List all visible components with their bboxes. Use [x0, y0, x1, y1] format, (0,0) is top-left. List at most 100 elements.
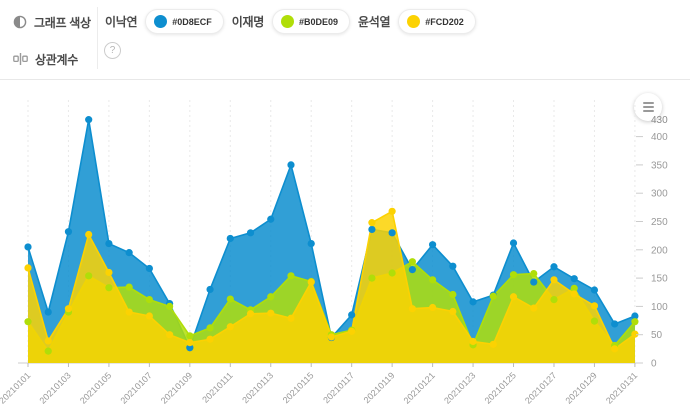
data-point — [44, 308, 52, 316]
data-point — [429, 276, 437, 284]
series-color-legend: 이낙연 #0D8ECF 이재명 #B0DE09 윤석열 #FCD202 — [105, 9, 476, 34]
data-point — [348, 326, 356, 334]
data-point — [105, 284, 113, 292]
x-tick-label: 20210121 — [402, 370, 437, 405]
data-point — [550, 296, 558, 304]
x-tick-label: 20210109 — [159, 370, 194, 405]
y-tick-label: 50 — [651, 330, 663, 341]
data-point — [206, 324, 214, 332]
contrast-icon — [13, 15, 27, 29]
data-point — [125, 249, 133, 257]
color-pill[interactable]: #FCD202 — [398, 9, 476, 34]
data-point — [611, 320, 619, 328]
color-pill[interactable]: #0D8ECF — [145, 9, 224, 34]
data-point — [267, 293, 275, 301]
x-tick-label: 20210127 — [523, 370, 558, 405]
x-tick-label: 20210129 — [563, 370, 598, 405]
data-point — [226, 234, 234, 243]
data-point — [348, 311, 356, 319]
data-point — [611, 345, 619, 353]
data-point — [570, 275, 578, 283]
correlation-label: 상관계수 — [35, 52, 78, 67]
correlation-area-chart: 20210101 20210103 20210105 20210107 20210109… — [0, 100, 668, 406]
data-point — [186, 344, 194, 352]
data-point — [449, 262, 457, 270]
data-point — [530, 269, 538, 278]
data-point — [327, 331, 336, 339]
color-hex-label: #0D8ECF — [172, 16, 212, 27]
header-vertical-divider — [97, 7, 98, 69]
y-tick-label: 200 — [651, 245, 668, 256]
data-point — [631, 330, 639, 338]
x-tick-label: 20210105 — [78, 370, 113, 405]
data-point — [530, 304, 538, 312]
legend-candidate-name: 이재명 — [231, 15, 265, 29]
data-point — [226, 295, 234, 303]
data-point — [105, 239, 113, 248]
color-dot-icon — [154, 15, 168, 28]
data-point — [125, 308, 133, 316]
color-dot-icon — [280, 15, 294, 28]
line-series — [27, 119, 636, 350]
data-point — [186, 339, 194, 347]
x-tick-label: 20210125 — [483, 370, 518, 405]
line-series — [27, 210, 636, 351]
data-point — [368, 225, 376, 234]
data-point — [530, 278, 538, 286]
data-point — [246, 310, 255, 318]
data-point — [307, 239, 315, 248]
x-tick-label: 20210123 — [442, 370, 477, 405]
data-point — [429, 303, 437, 312]
area-series — [28, 261, 635, 363]
data-point — [368, 219, 376, 227]
data-point — [246, 306, 255, 314]
chart-area: 20210101 20210103 20210105 20210107 20210109… — [0, 80, 690, 409]
data-point — [64, 305, 73, 313]
y-tick-label: 250 — [651, 217, 668, 228]
x-tick-label: 20210117 — [321, 370, 356, 405]
data-point — [469, 337, 477, 346]
data-point — [287, 272, 295, 280]
color-pill[interactable]: #B0DE09 — [271, 9, 351, 34]
data-point — [327, 333, 336, 341]
correlation-icon — [13, 53, 28, 65]
toolbar-left-column: 그래프 색상 상관계수 — [13, 0, 97, 69]
legend-candidate-name: 이낙연 — [105, 15, 138, 29]
data-point — [408, 258, 416, 266]
data-point — [85, 230, 93, 239]
data-point — [469, 298, 477, 306]
data-point — [388, 207, 396, 215]
help-button[interactable]: ? — [104, 42, 121, 59]
data-point — [287, 314, 295, 322]
data-point — [489, 292, 497, 300]
data-point — [307, 277, 315, 286]
export-menu-button[interactable] — [634, 93, 662, 121]
x-tick-label: 20210119 — [362, 370, 397, 405]
data-point — [388, 269, 396, 277]
data-point — [206, 285, 214, 294]
menu-icon — [642, 102, 654, 104]
x-tick-label: 20210107 — [118, 370, 153, 405]
color-hex-label: #B0DE09 — [298, 16, 339, 27]
data-point — [267, 215, 275, 223]
color-hex-label: #FCD202 — [425, 16, 464, 27]
data-point — [509, 271, 518, 279]
data-point — [388, 229, 396, 237]
data-point — [226, 323, 234, 331]
data-point — [206, 335, 214, 343]
data-point — [125, 283, 133, 291]
graph-color-label: 그래프 색상 — [34, 15, 91, 30]
data-point — [449, 307, 457, 316]
data-point — [24, 243, 32, 251]
y-tick-label: 0 — [651, 359, 657, 370]
data-point — [166, 299, 174, 308]
data-point — [145, 312, 153, 320]
data-point — [307, 278, 315, 286]
data-point — [509, 239, 518, 247]
data-point — [570, 284, 578, 292]
data-point — [590, 302, 599, 310]
y-tick-label: 150 — [651, 274, 668, 285]
x-tick-label: 20210131 — [604, 370, 639, 405]
data-point — [429, 241, 437, 249]
